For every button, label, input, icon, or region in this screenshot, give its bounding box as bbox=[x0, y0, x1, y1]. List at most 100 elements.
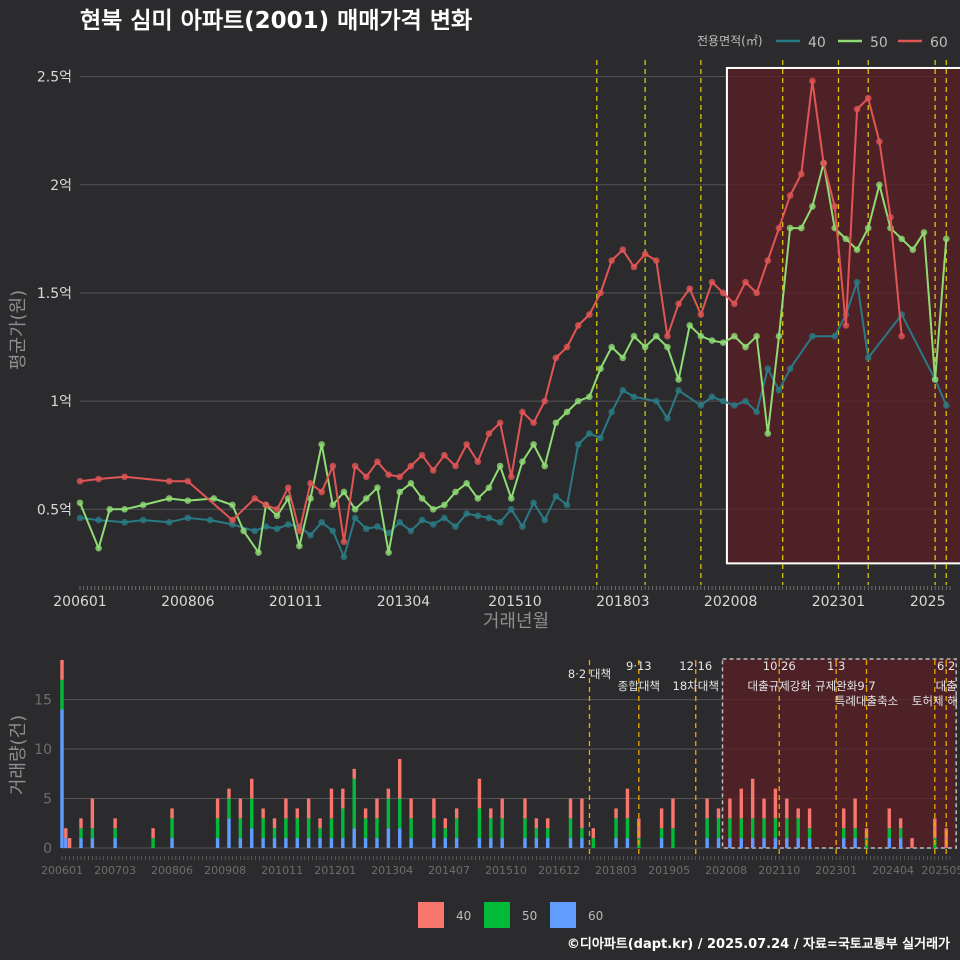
volume-bar-40-2 bbox=[67, 838, 72, 848]
price-x-tick-8: 2025 bbox=[910, 594, 946, 610]
series-point-50-42 bbox=[608, 343, 615, 351]
series-point-50-32 bbox=[496, 462, 504, 470]
volume-bar-40-60 bbox=[944, 828, 948, 848]
volume-bar-40-47 bbox=[750, 778, 755, 819]
series-point-40-45 bbox=[675, 387, 682, 394]
volume-bar-40-17 bbox=[318, 818, 322, 829]
volume-bar-60-12 bbox=[284, 838, 288, 848]
series-point-50-24 bbox=[407, 480, 415, 487]
series-point-50-44 bbox=[630, 332, 638, 340]
volume-bar-50-42 bbox=[716, 818, 721, 839]
series-point-50-45 bbox=[641, 343, 649, 351]
price-y-tick-2: 1.5억 bbox=[37, 286, 72, 302]
series-point-40-10 bbox=[273, 525, 281, 533]
volume-bar-60-47 bbox=[807, 838, 812, 848]
series-point-60-34 bbox=[563, 343, 571, 351]
price-policy-lines bbox=[596, 60, 947, 585]
series-point-60-38 bbox=[608, 257, 615, 264]
volume-bar-60-6 bbox=[215, 838, 220, 848]
series-point-50-0 bbox=[76, 499, 84, 507]
series-point-40-52 bbox=[764, 365, 772, 372]
volume-x-tick-16: 202505 bbox=[921, 864, 960, 877]
volume-policy-label-4-1: 규제완화 bbox=[815, 679, 858, 693]
series-point-60-40 bbox=[630, 263, 638, 271]
series-point-50-63 bbox=[842, 235, 850, 243]
series-point-60-21 bbox=[418, 451, 426, 459]
volume-bar-40-23 bbox=[386, 788, 391, 799]
volume-bar-50-43 bbox=[728, 818, 732, 839]
volume-bar-50-36 bbox=[614, 818, 618, 839]
series-point-50-3 bbox=[121, 505, 128, 513]
volume-bar-60-2 bbox=[79, 838, 83, 848]
volume-bar-50-8 bbox=[238, 818, 243, 839]
volume-x-tick-8: 201510 bbox=[485, 864, 527, 877]
series-point-40-8 bbox=[251, 527, 259, 535]
series-point-50-12 bbox=[273, 512, 281, 520]
volume-bar-60-0 bbox=[60, 709, 64, 848]
series-point-60-48 bbox=[719, 289, 727, 297]
volume-policy-label-2-0: 12·16 bbox=[679, 659, 712, 673]
series-point-40-37 bbox=[574, 441, 582, 448]
volume-bar-40-46 bbox=[739, 788, 743, 819]
series-point-40-39 bbox=[597, 434, 604, 442]
volume-bar-40-57 bbox=[898, 818, 903, 829]
series-point-60-52 bbox=[764, 257, 772, 264]
volume-bar-60-14 bbox=[306, 838, 311, 848]
series-point-50-59 bbox=[797, 224, 805, 232]
series-point-40-17 bbox=[351, 514, 359, 522]
price-x-tick-5: 201803 bbox=[596, 594, 649, 610]
series-point-60-55 bbox=[797, 170, 805, 178]
volume-bar-50-14 bbox=[306, 818, 311, 839]
volume-bar-50-10 bbox=[261, 818, 265, 839]
volume-bar-50-3 bbox=[113, 828, 117, 839]
volume-bar-40-12 bbox=[261, 808, 265, 819]
series-point-60-31 bbox=[530, 419, 537, 427]
volume-bar-40-29 bbox=[477, 778, 482, 809]
volume-bar-50-1 bbox=[79, 828, 83, 839]
series-point-60-41 bbox=[641, 250, 649, 258]
volume-bar-60-46 bbox=[796, 838, 800, 848]
volume-bar-40-26 bbox=[432, 798, 436, 819]
volume-bar-50-6 bbox=[215, 818, 220, 839]
volume-bar-60-28 bbox=[489, 838, 493, 848]
series-point-60-43 bbox=[664, 332, 671, 340]
volume-bar-40-45 bbox=[728, 798, 732, 819]
volume-bar-60-38 bbox=[705, 838, 709, 848]
price-x-axis-label: 거래년월 bbox=[483, 611, 549, 632]
series-point-50-65 bbox=[864, 224, 872, 232]
volume-bar-50-33 bbox=[568, 818, 573, 839]
series-point-60-20 bbox=[407, 462, 415, 470]
volume-bar-60-35 bbox=[614, 838, 618, 848]
volume-x-tick-5: 201201 bbox=[314, 864, 356, 877]
series-point-40-55 bbox=[809, 332, 816, 340]
series-point-40-47 bbox=[708, 393, 716, 401]
volume-bar-50-30 bbox=[523, 818, 527, 839]
volume-bar-60-17 bbox=[341, 838, 345, 848]
series-point-50-70 bbox=[920, 229, 928, 236]
series-point-40-1 bbox=[95, 516, 102, 524]
volume-bar-40-58 bbox=[910, 838, 914, 848]
volume-bar-40-6 bbox=[151, 828, 155, 839]
series-point-40-59 bbox=[864, 354, 872, 362]
series-point-60-63 bbox=[887, 213, 894, 221]
volume-bar-50-5 bbox=[170, 818, 174, 839]
volume-bar-50-21 bbox=[386, 798, 391, 829]
series-point-40-9 bbox=[262, 523, 270, 530]
series-point-50-1 bbox=[95, 544, 102, 552]
series-point-50-26 bbox=[429, 505, 437, 513]
series-point-50-9 bbox=[240, 527, 247, 535]
series-point-50-20 bbox=[362, 495, 370, 502]
volume-bar-40-7 bbox=[170, 808, 174, 819]
series-point-60-14 bbox=[340, 538, 348, 546]
volume-bar-60-11 bbox=[272, 838, 277, 848]
series-point-40-41 bbox=[619, 387, 627, 394]
volume-highlight-box bbox=[721, 658, 957, 849]
volume-bar-40-1 bbox=[64, 828, 68, 839]
volume-bar-40-11 bbox=[250, 778, 254, 799]
series-point-60-37 bbox=[597, 289, 604, 297]
series-point-60-4 bbox=[184, 477, 192, 485]
volume-x-tick-15: 202404 bbox=[872, 864, 914, 877]
volume-bar-50-51 bbox=[842, 828, 846, 839]
volume-bar-60-20 bbox=[375, 838, 379, 848]
series-point-60-2 bbox=[121, 473, 128, 481]
